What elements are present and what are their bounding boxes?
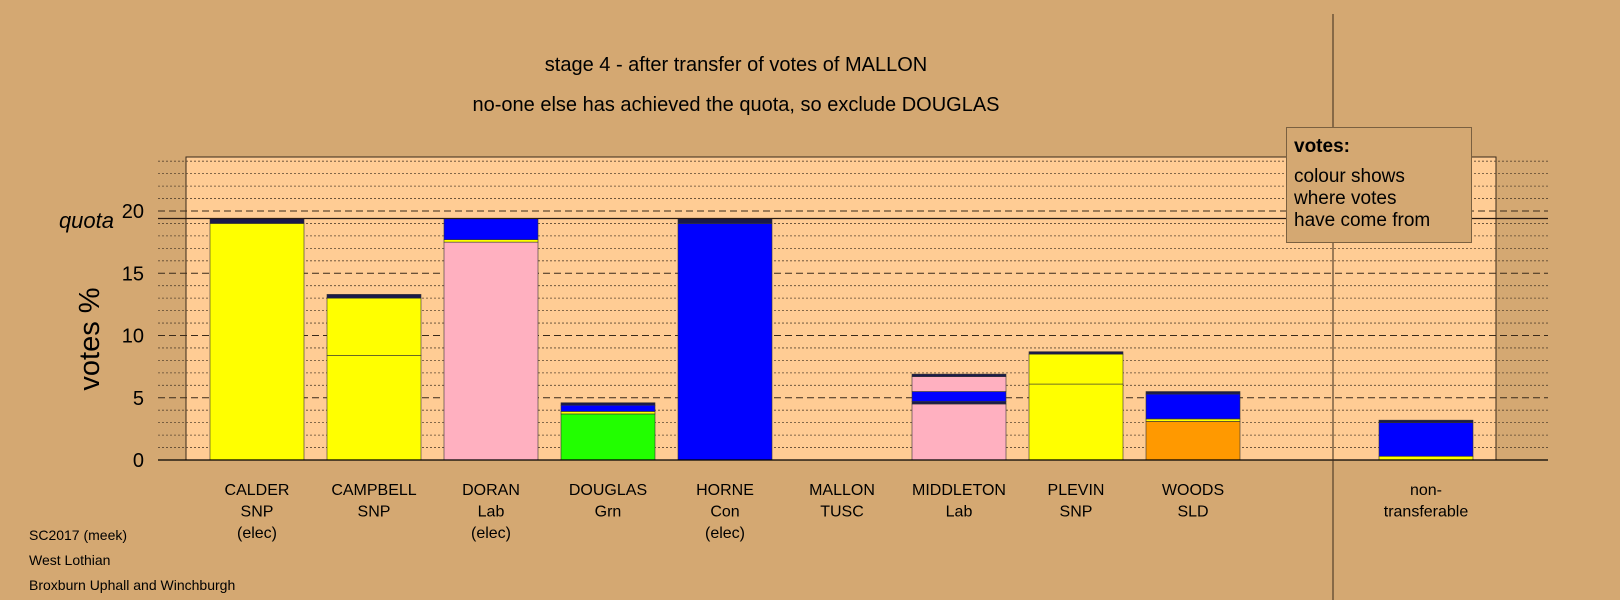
x-tick-label: (elec) — [237, 525, 277, 542]
bar-segment — [209, 218, 305, 224]
bar-segment — [1028, 353, 1124, 385]
bar-segment — [911, 401, 1007, 405]
x-tick-label: SNP — [1060, 504, 1093, 521]
bar-segment — [560, 404, 656, 412]
x-tick-label: Lab — [478, 504, 505, 521]
chart-text: stage 4 - after transfer of votes of MAL… — [59, 54, 1000, 391]
x-tick-label: SNP — [241, 504, 274, 521]
x-tick-label: SNP — [358, 504, 391, 521]
y-tick-label: 15 — [122, 263, 144, 285]
x-tick-label: HORNE — [696, 482, 754, 499]
bar-segment — [1378, 419, 1474, 423]
x-tick-labels: CALDER SNP (elec) CAMPBELL SNP DORAN Lab (elec)… — [225, 482, 1469, 542]
bar-segment — [911, 403, 1007, 461]
x-tick-label: CAMPBELL — [331, 482, 416, 499]
bar-segment — [1145, 421, 1241, 461]
bar-segment — [560, 413, 656, 461]
x-tick-label: CALDER — [225, 482, 290, 499]
y-tick-label: 0 — [133, 450, 144, 472]
bar-segment — [1145, 418, 1241, 422]
bar-segment — [560, 411, 656, 415]
legend-line: where votes — [1294, 188, 1397, 209]
y-tick-labels: 0 5 10 15 20 — [122, 201, 144, 472]
legend: votes: colour shows where votes have com… — [1286, 127, 1472, 243]
x-tick-label: (elec) — [705, 525, 745, 542]
legend-line: have come from — [1294, 210, 1431, 231]
bar-segment — [326, 294, 422, 299]
x-tick-label: Lab — [946, 504, 973, 521]
quota-label: quota — [59, 208, 114, 233]
y-tick-label: 10 — [122, 326, 144, 348]
y-axis-label: votes % — [74, 287, 106, 390]
bar-segment — [443, 239, 539, 243]
bar-segment — [326, 355, 422, 461]
y-tick-label: 5 — [133, 388, 144, 410]
x-tick-label: MIDDLETON — [912, 482, 1006, 499]
bar-segment — [911, 376, 1007, 392]
x-tick-label: DORAN — [462, 482, 520, 499]
bar-segment — [443, 241, 539, 461]
y-tick-label: 20 — [122, 201, 144, 223]
x-tick-label: PLEVIN — [1048, 482, 1105, 499]
x-tick-label: MALLON — [809, 482, 875, 499]
bar-segment — [1145, 391, 1241, 395]
chart-subtitle: no-one else has achieved the quota, so e… — [473, 94, 1000, 116]
bar-segment — [911, 373, 1007, 377]
bar-segment — [1028, 383, 1124, 461]
x-tick-label: WOODS — [1162, 482, 1224, 499]
x-tick-label: TUSC — [820, 504, 864, 521]
x-tick-label: Con — [710, 504, 739, 521]
bar-segment — [1028, 351, 1124, 355]
bar-segment — [209, 223, 305, 461]
footer-election: SC2017 (meek) — [29, 527, 128, 543]
bar-segment — [443, 218, 539, 240]
bar-segment — [1378, 422, 1474, 457]
bar-segment — [677, 218, 773, 224]
bar-segment — [326, 297, 422, 356]
x-tick-label: SLD — [1177, 504, 1208, 521]
x-tick-label: (elec) — [471, 525, 511, 542]
footer-ward: Broxburn Uphall and Winchburgh — [29, 577, 236, 593]
legend-title: votes: — [1294, 136, 1350, 157]
bar-segment — [911, 391, 1007, 402]
x-tick-label: Grn — [595, 504, 622, 521]
bar-segment — [1145, 393, 1241, 420]
x-tick-label: transferable — [1384, 504, 1469, 521]
x-tick-label: DOUGLAS — [569, 482, 647, 499]
bar-segment — [560, 402, 656, 406]
bar-segment — [677, 223, 773, 461]
legend-line: colour shows — [1294, 166, 1405, 187]
x-tick-label: non- — [1410, 482, 1442, 499]
footer-council: West Lothian — [29, 552, 111, 568]
chart-title: stage 4 - after transfer of votes of MAL… — [545, 54, 927, 76]
